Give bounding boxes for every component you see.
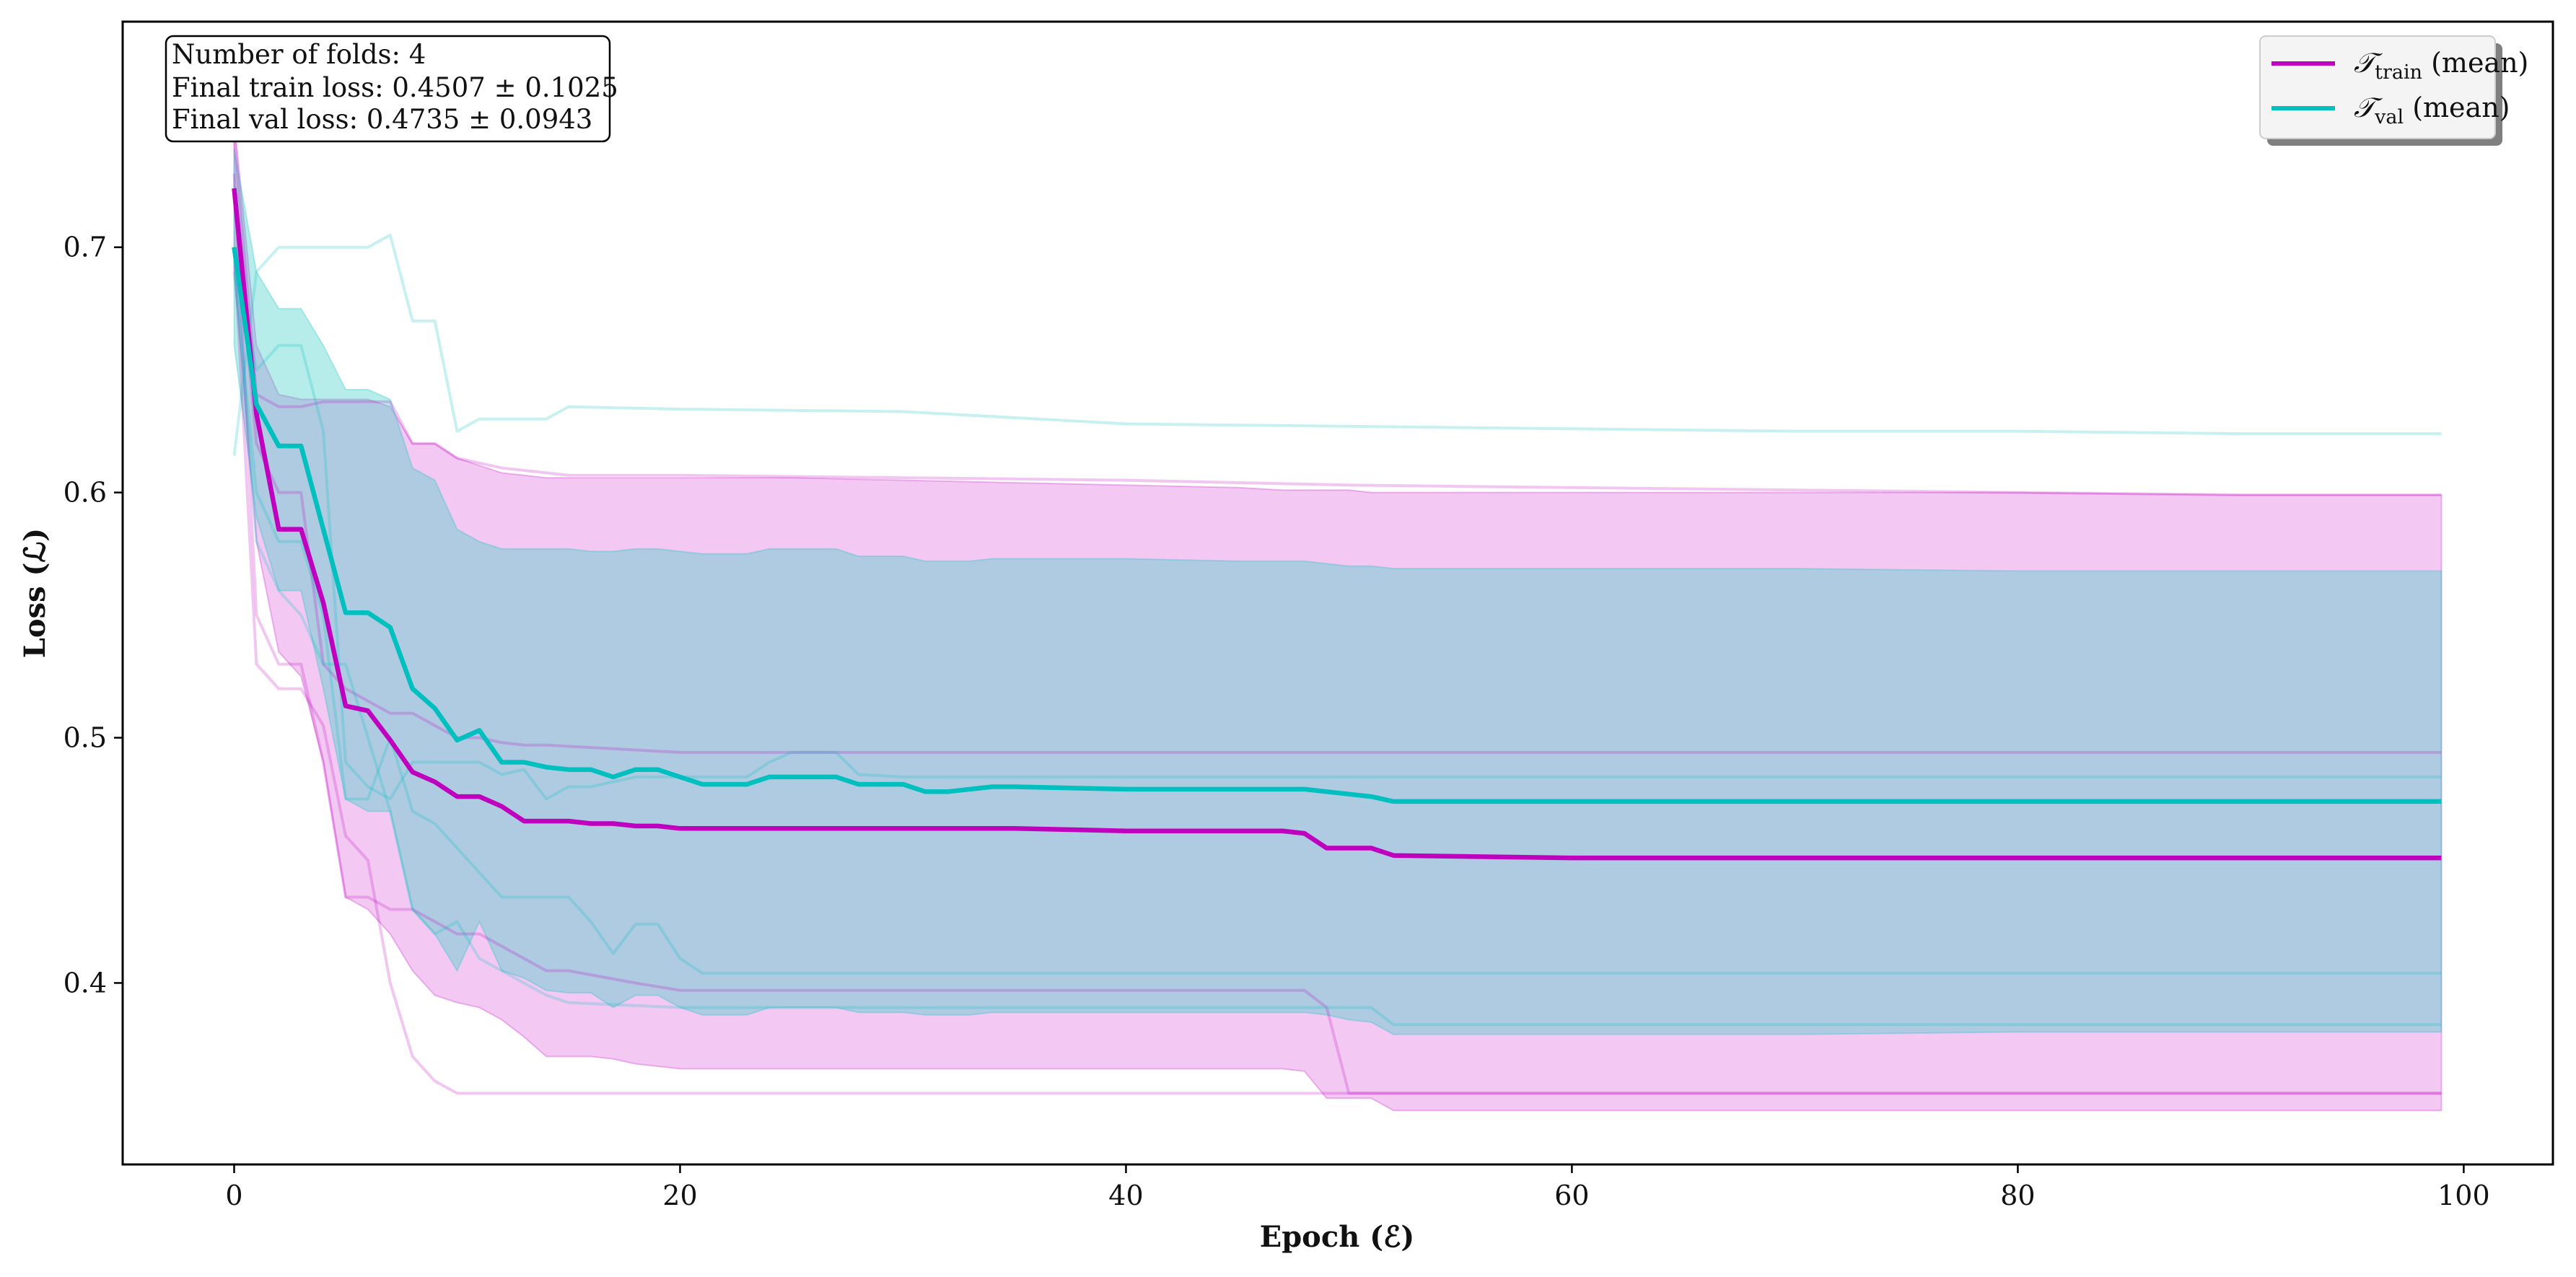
- legend-val-sub: val: [2374, 106, 2404, 128]
- train-mean-line: [232, 188, 2442, 861]
- train-fold-curve-4: [232, 247, 2442, 1095]
- y-axis-title: Loss (ℒ): [18, 528, 52, 658]
- x-tick-label: 100: [2437, 1180, 2490, 1211]
- x-axis-title: Epoch (ℰ): [1260, 1220, 1415, 1254]
- y-tick-label: 0.6: [63, 477, 107, 509]
- info-box-frame: [165, 35, 611, 143]
- x-axis-ticks: 0 20 40 60 80 100: [225, 1164, 2490, 1211]
- info-box: Number of folds: 4 Final train loss: 0.4…: [165, 35, 618, 143]
- info-line-val-loss: Final val loss: 0.4735 ± 0.0943: [172, 104, 592, 135]
- train-fold-curve-1: [232, 136, 2442, 496]
- train-fold-curve-2: [232, 198, 2442, 754]
- y-axis-ticks: 0.4 0.5 0.6 0.7: [63, 232, 123, 999]
- info-line-train-loss: Final train loss: 0.4507 ± 0.1025: [172, 72, 618, 103]
- train-fold-curve-3: [232, 173, 2442, 1095]
- train-std-band: [233, 119, 2443, 1112]
- val-std-band: [233, 149, 2443, 1035]
- val-fold-curve-7: [232, 271, 2442, 975]
- x-tick-label: 40: [1108, 1180, 1143, 1211]
- val-mean-line: [232, 247, 2442, 804]
- y-tick-label: 0.5: [63, 722, 107, 754]
- val-fold-curve-6: [232, 247, 2442, 801]
- mean-curves: [232, 188, 2442, 861]
- x-tick-label: 60: [1554, 1180, 1589, 1211]
- x-tick-label: 80: [2000, 1180, 2035, 1211]
- plot-frame: [121, 20, 2554, 1166]
- legend-val-suffix: (mean): [2404, 92, 2510, 123]
- legend: 𝒯train (mean) 𝒯val (mean): [2259, 35, 2528, 146]
- fold-curves: [232, 136, 2442, 1095]
- legend-train-sub: train: [2375, 61, 2422, 84]
- legend-label-train: 𝒯train (mean): [2354, 47, 2528, 84]
- info-line-folds: Number of folds: 4: [172, 39, 426, 70]
- val-fold-curve-5: [232, 233, 2442, 456]
- x-tick-label: 20: [662, 1180, 697, 1211]
- y-tick-label: 0.4: [63, 967, 107, 999]
- y-tick-label: 0.7: [63, 232, 107, 263]
- std-bands: [233, 119, 2443, 1112]
- x-tick-label: 0: [225, 1180, 242, 1211]
- legend-train-suffix: (mean): [2422, 47, 2528, 79]
